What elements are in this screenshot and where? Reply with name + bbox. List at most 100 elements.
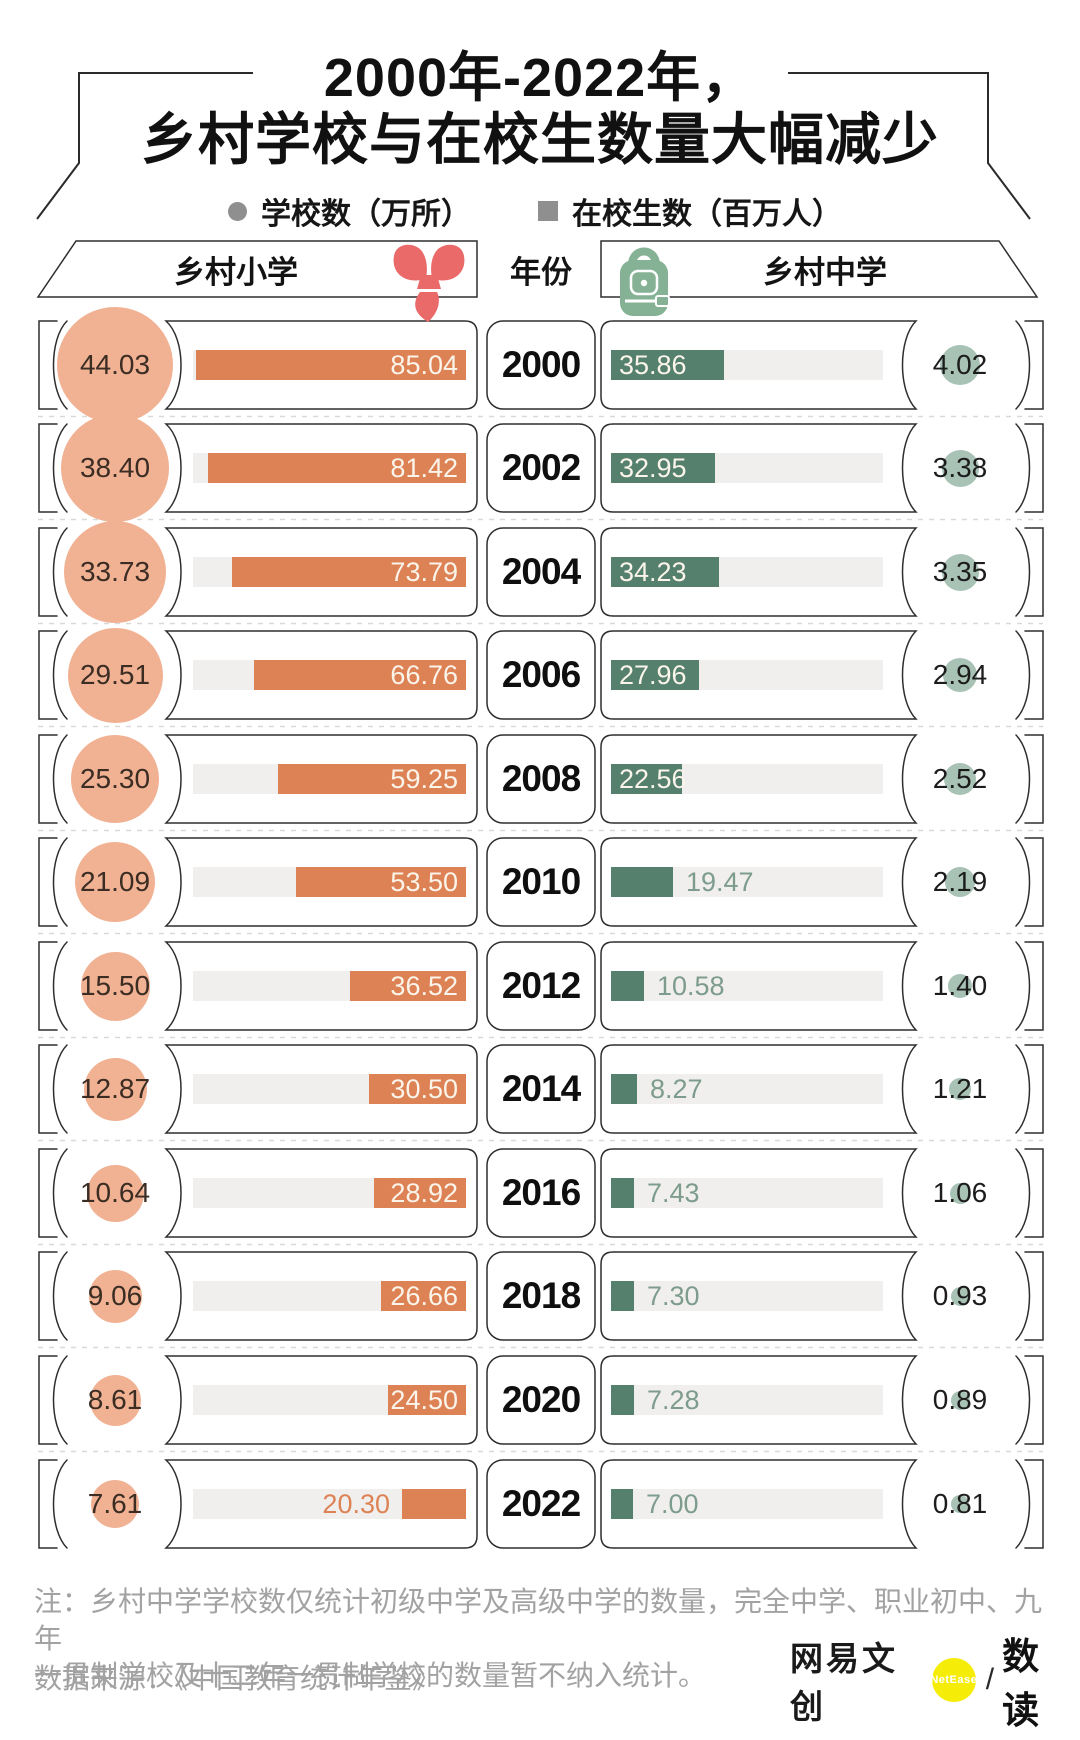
middle-row-box [600, 1044, 918, 1134]
right-bracket [1024, 1044, 1044, 1134]
year-label: 2012 [501, 965, 581, 1006]
primary-row-box [164, 941, 478, 1031]
primary-row-box [164, 320, 478, 410]
primary-schools-circle: 8.61 [87, 1374, 143, 1426]
primary-students-bar: 85.04 [196, 350, 466, 380]
year-box [486, 320, 596, 410]
middle-row-box [600, 1148, 918, 1238]
title-line-1: 2000年-2022年， [323, 48, 757, 108]
primary-schools-value: 15.50 [79, 970, 151, 1001]
primary-schools-circle: 15.50 [79, 951, 151, 1021]
right-paren-arc [1015, 941, 1031, 1031]
year-label: 2002 [501, 447, 581, 488]
footnote-line-1: 注：乡村中学学校数仅统计初级中学及高级中学的数量，完全中学、职业初中、九年 [34, 1586, 1043, 1654]
middle-students-bar: 35.86 [611, 350, 724, 380]
middle-schools-value: 0.81 [932, 1488, 988, 1519]
right-bracket [1024, 941, 1044, 1031]
page-title: 2000年-2022年， 乡村学校与在校生数量大幅减少 [0, 48, 1080, 172]
middle-schools-value: 0.89 [932, 1384, 988, 1415]
right-bracket [1024, 837, 1044, 927]
right-paren-arc [1015, 1044, 1031, 1134]
middle-schools-value: 2.19 [932, 866, 988, 897]
primary-students-bar: 36.52 [350, 971, 466, 1001]
middle-students-bar: 34.23 [611, 557, 719, 587]
data-source: 数据来源：《中国教育统计年鉴》 [34, 1663, 441, 1694]
legend-schools-label: 学校数（万所） [261, 198, 471, 231]
primary-schools-circle: 12.87 [80, 1057, 150, 1121]
middle-schools-value: 2.94 [932, 659, 988, 690]
left-bracket [38, 734, 58, 824]
header-middle-school: 乡村中学 [763, 254, 887, 290]
year-label: 2010 [501, 861, 581, 902]
primary-schools-value: 29.51 [79, 659, 151, 690]
legend-students: 在校生数（百万人） [538, 194, 842, 231]
primary-schools-circle: 7.61 [88, 1480, 142, 1528]
left-paren-arc [52, 630, 68, 720]
left-bracket [38, 1355, 58, 1445]
right-bracket [1024, 320, 1044, 410]
middle-schools-value: 0.93 [932, 1280, 988, 1311]
primary-schools-circle: 33.73 [64, 521, 166, 623]
primary-schools-value: 8.61 [87, 1384, 143, 1415]
year-label: 2000 [501, 344, 581, 385]
right-paren-arc [1015, 423, 1031, 513]
primary-row-box [164, 837, 478, 927]
middle-students-value: 7.00 [646, 1489, 699, 1519]
primary-students-bar: 53.50 [296, 867, 466, 897]
title-frame-right [788, 72, 1031, 220]
year-label: 2016 [501, 1172, 581, 1213]
logo-divider: / [985, 1663, 995, 1696]
primary-students-bar: 81.42 [208, 453, 466, 483]
primary-schools-value: 33.73 [79, 556, 151, 587]
middle-students-value: 7.28 [647, 1385, 700, 1415]
primary-row-box [164, 423, 478, 513]
right-bracket [1024, 630, 1044, 720]
legend-students-label: 在校生数（百万人） [572, 198, 842, 231]
primary-row-box [164, 1251, 478, 1341]
right-bracket [1024, 527, 1044, 617]
year-label: 2004 [501, 551, 581, 592]
middle-students-bar [611, 1281, 634, 1311]
year-box [486, 1148, 596, 1238]
middle-row-box [600, 1459, 918, 1549]
middle-row-box [600, 423, 918, 513]
year-label: 2022 [501, 1483, 581, 1524]
middle-row-box [600, 837, 918, 927]
year-box [486, 734, 596, 824]
right-paren-arc [1015, 320, 1031, 410]
right-bracket [1024, 1355, 1044, 1445]
primary-schools-circle: 9.06 [88, 1269, 142, 1323]
right-paren-arc [1015, 1251, 1031, 1341]
right-bracket [1024, 1148, 1044, 1238]
primary-students-bar: 24.50 [388, 1385, 466, 1415]
middle-students-bar [611, 867, 673, 897]
red-scarf-icon [393, 244, 465, 322]
middle-students-value: 10.58 [657, 971, 725, 1001]
year-box [486, 527, 596, 617]
middle-row-box [600, 1251, 918, 1341]
backpack-icon [620, 247, 670, 316]
header-year: 年份 [510, 254, 572, 290]
left-paren-arc [52, 734, 68, 824]
primary-schools-circle: 29.51 [67, 627, 163, 723]
middle-row-box [600, 941, 918, 1031]
primary-students-value: 20.30 [322, 1489, 390, 1519]
middle-students-value: 19.47 [686, 867, 754, 897]
header-box-right [600, 240, 1039, 298]
middle-schools-circle: 2.19 [933, 866, 987, 897]
year-box [486, 1459, 596, 1549]
middle-schools-circle: 3.35 [933, 553, 987, 591]
middle-row-box [600, 527, 918, 617]
left-paren-arc [52, 837, 68, 927]
primary-schools-circle: 10.64 [80, 1164, 150, 1222]
primary-schools-circle: 38.40 [61, 414, 169, 522]
middle-schools-value: 1.06 [932, 1177, 988, 1208]
middle-students-bar [611, 1178, 634, 1208]
right-paren-arc [1015, 734, 1031, 824]
middle-schools-circle: 1.40 [933, 970, 988, 1001]
middle-students-bar: 32.95 [611, 453, 715, 483]
primary-schools-value: 12.87 [79, 1073, 151, 1104]
